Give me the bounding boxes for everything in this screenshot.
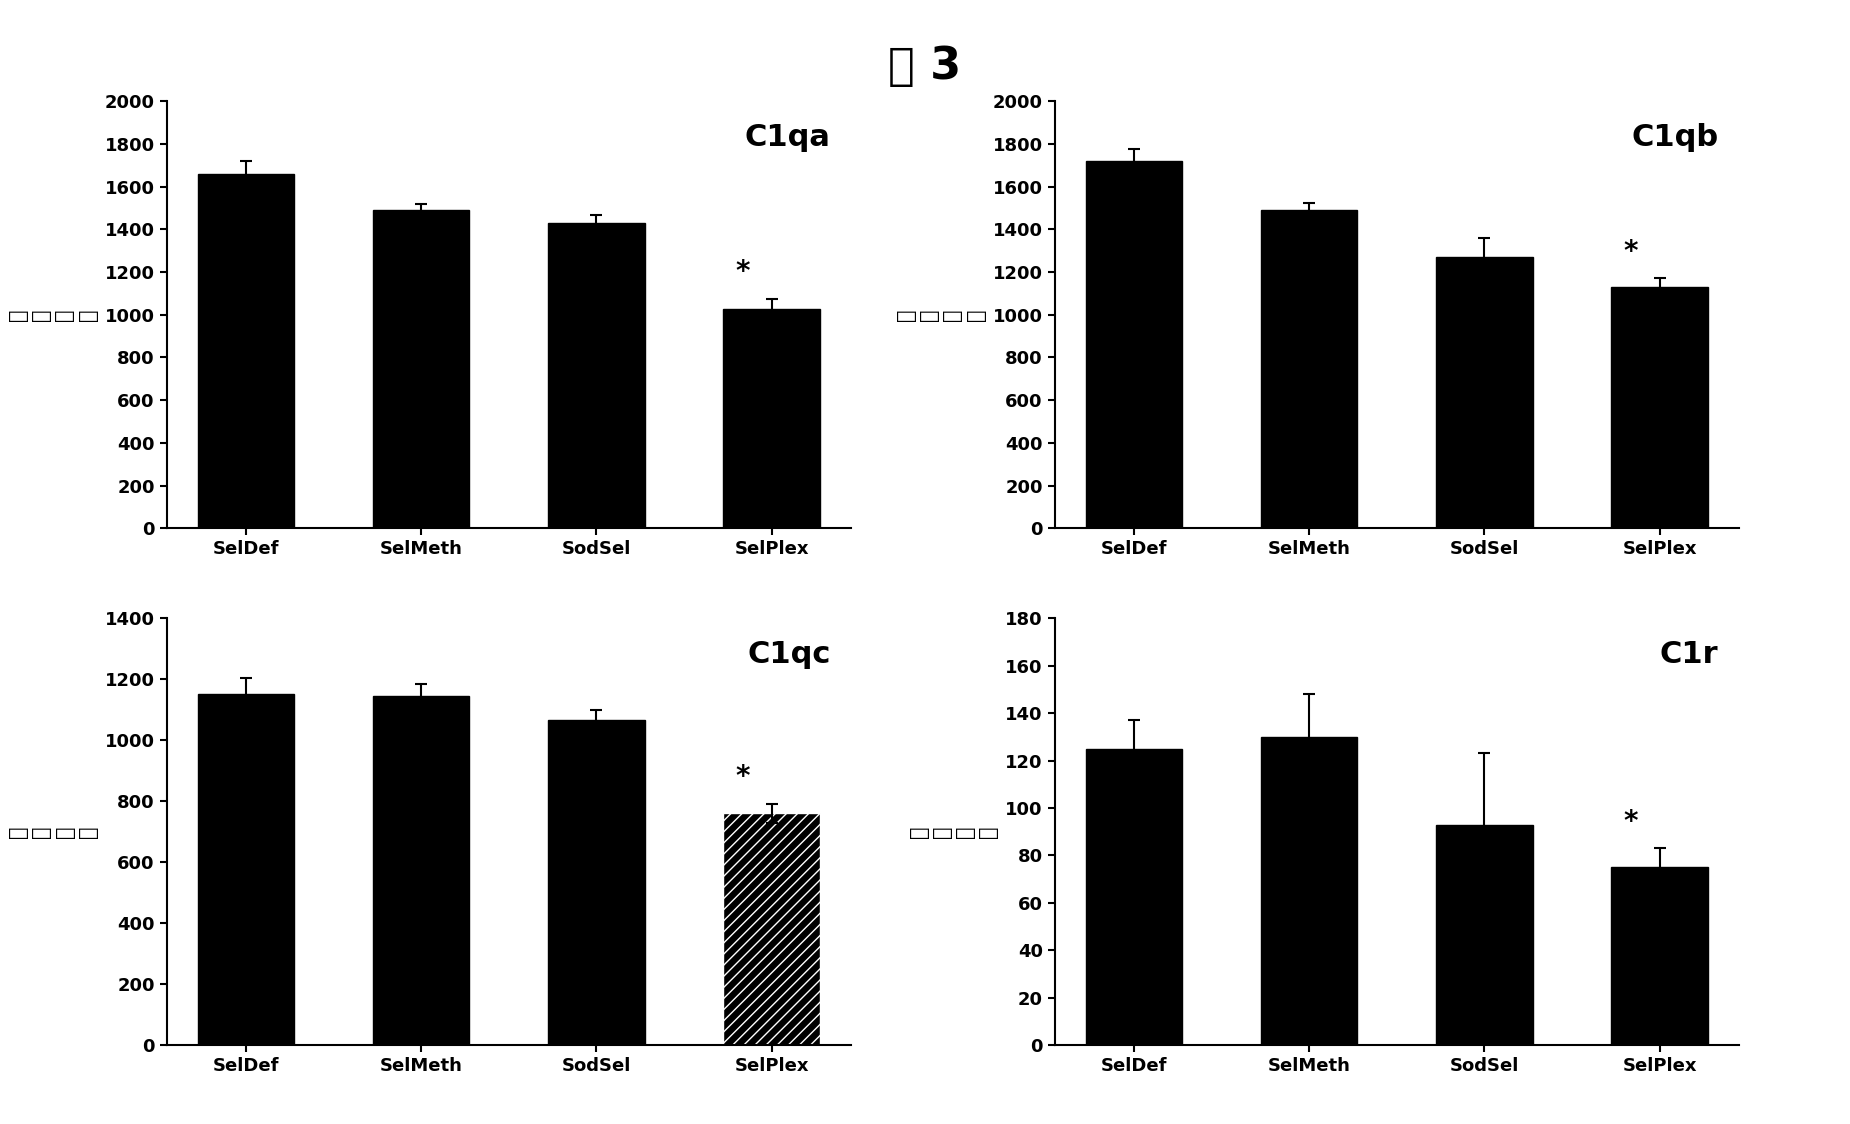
Bar	[1262, 210, 1358, 528]
Bar	[374, 696, 470, 1045]
Y-axis label: 荧
光
强
度: 荧 光 强 度	[7, 825, 98, 839]
Text: *: *	[1624, 237, 1637, 265]
Bar	[723, 309, 820, 528]
Bar	[1086, 749, 1182, 1045]
Bar	[198, 174, 294, 528]
Y-axis label: 荧
光
强
度: 荧 光 强 度	[908, 825, 999, 839]
Bar	[548, 223, 644, 528]
Y-axis label: 荧
光
强
度: 荧 光 强 度	[895, 308, 986, 321]
Text: *: *	[736, 257, 749, 285]
Bar	[198, 695, 294, 1045]
Text: C1qa: C1qa	[744, 123, 831, 152]
Text: C1r: C1r	[1659, 640, 1719, 669]
Text: 图 3: 图 3	[888, 45, 962, 88]
Text: *: *	[1624, 807, 1637, 835]
Bar	[548, 720, 644, 1045]
Bar	[1436, 257, 1532, 528]
Bar	[374, 210, 470, 528]
Bar	[1436, 825, 1532, 1045]
Bar	[723, 814, 820, 1045]
Bar	[1262, 737, 1358, 1045]
Bar	[1611, 287, 1708, 528]
Bar	[1611, 868, 1708, 1045]
Bar	[1086, 161, 1182, 528]
Text: C1qc: C1qc	[747, 640, 831, 669]
Y-axis label: 荧
光
强
度: 荧 光 强 度	[7, 308, 98, 321]
Text: C1qb: C1qb	[1632, 123, 1719, 152]
Text: *: *	[736, 763, 749, 791]
